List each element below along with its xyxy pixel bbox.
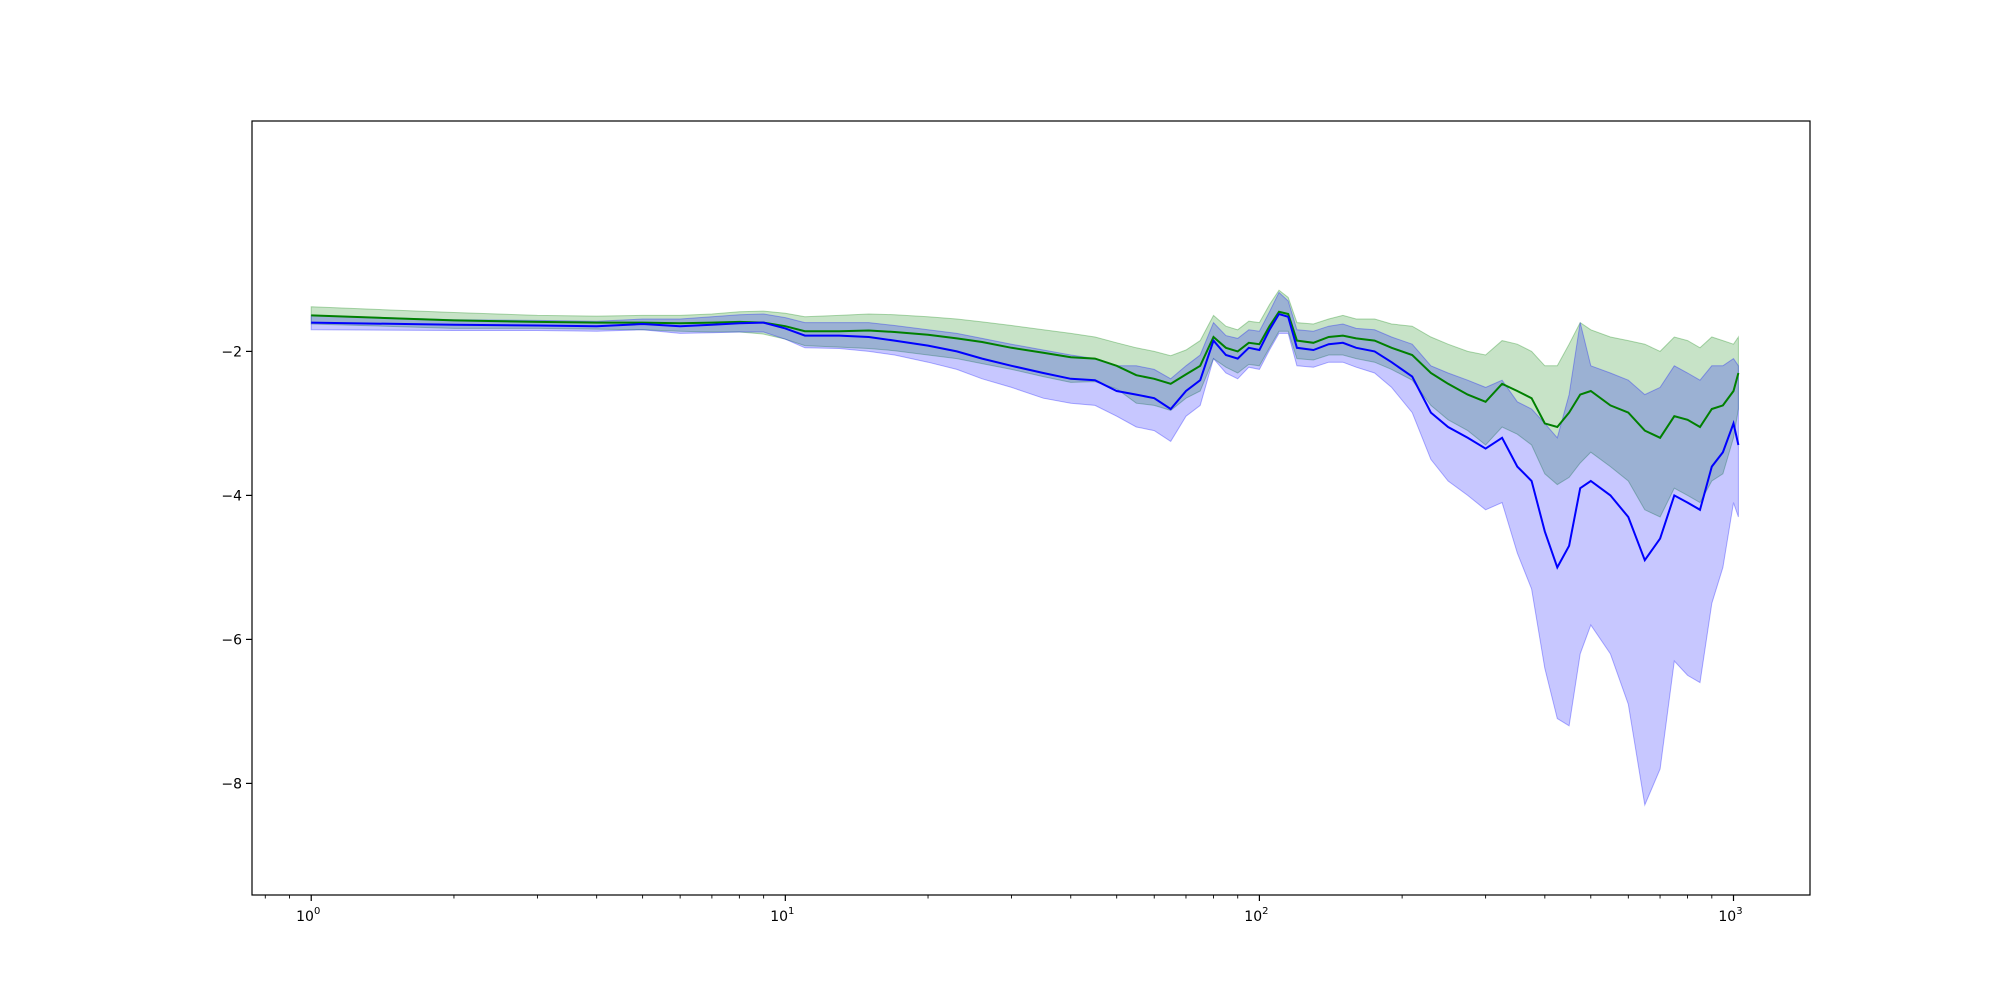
y-tick-label-1: −4 [221,488,242,504]
plot-frame [251,120,1811,896]
x-tick-label-1: 101 [770,906,794,925]
y-tick-label-2: −6 [221,632,242,648]
series-1-line [311,312,1740,570]
series-1-band [310,291,1739,807]
series-0-line [311,310,1740,440]
series-0-band [310,289,1739,518]
series-lines [311,310,1740,570]
x-tick-label-2: 102 [1244,906,1268,925]
y-tick-label-0: −2 [221,344,242,360]
x-tick-label-0: 100 [296,906,320,925]
y-axis: −2 −4 −6 −8 [221,344,252,792]
y-tick-label-3: −8 [221,776,242,792]
x-tick-label-3: 103 [1718,906,1742,925]
x-axis: 100 101 102 103 [264,895,1743,925]
confidence-bands [310,289,1739,807]
